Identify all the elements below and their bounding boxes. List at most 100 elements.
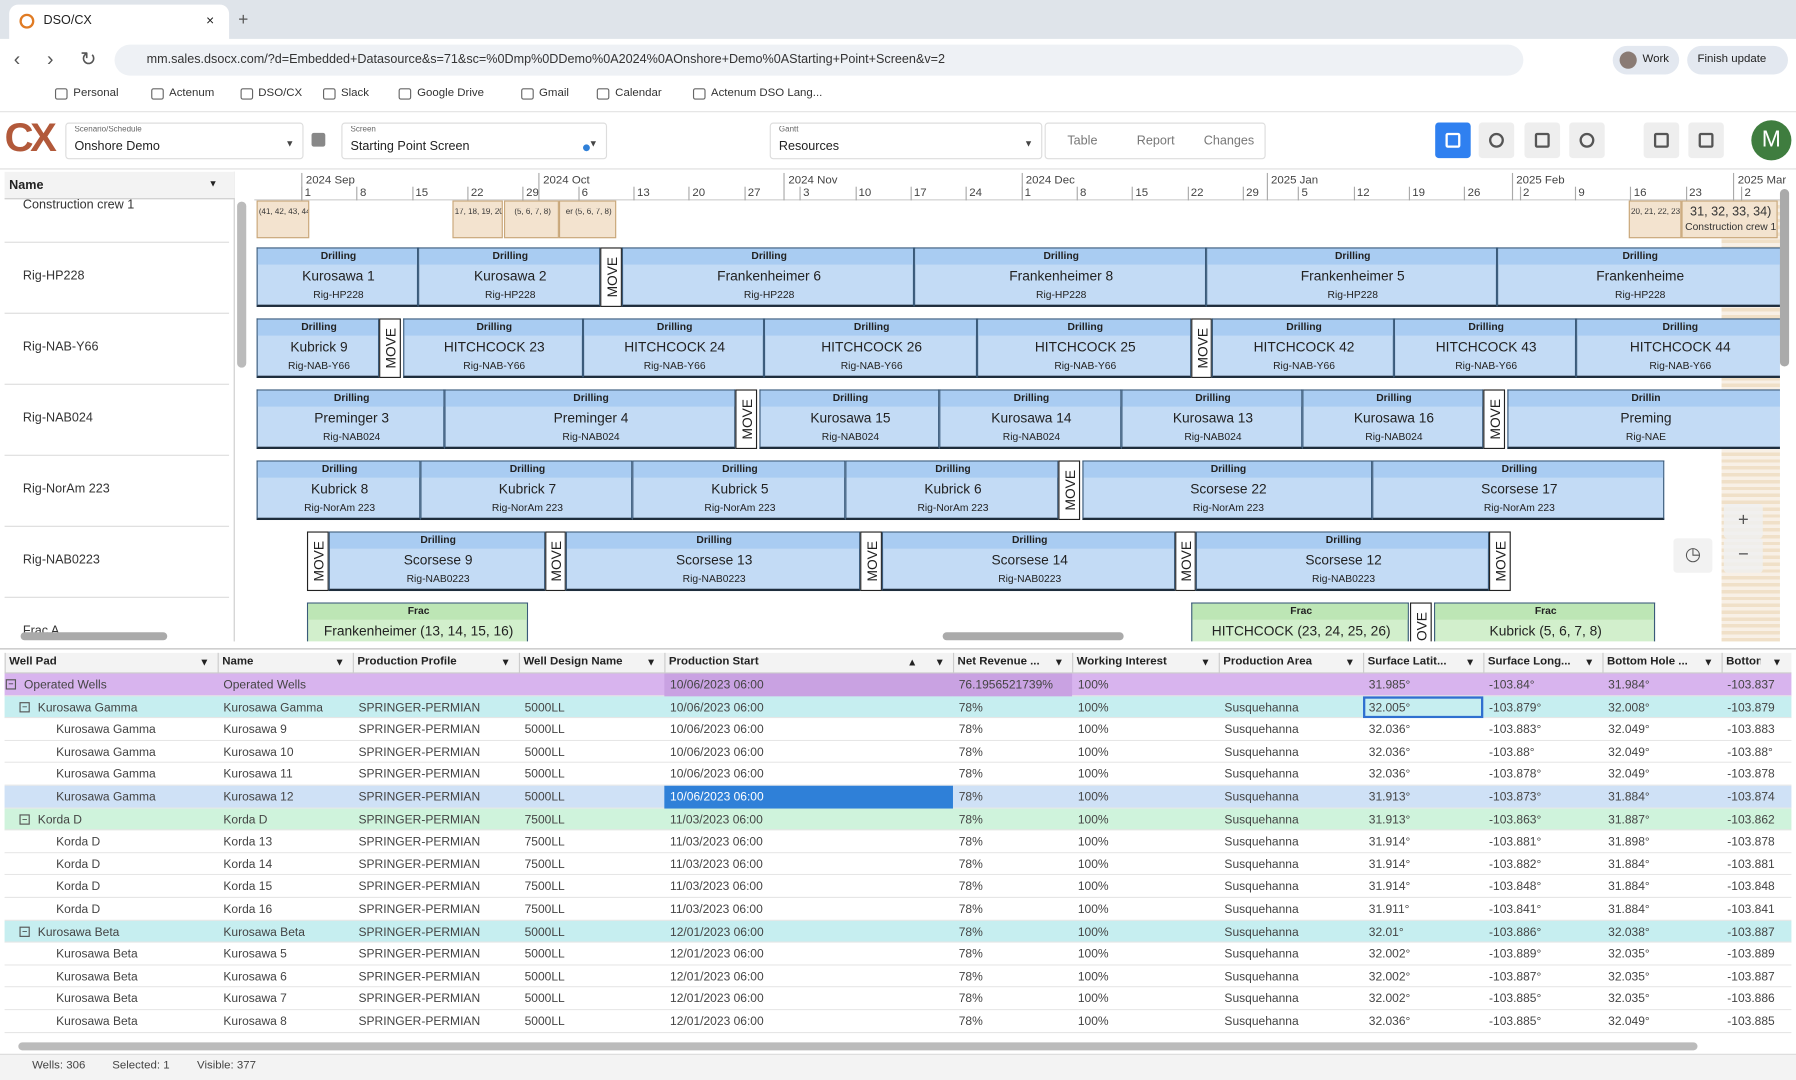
- table-cell[interactable]: SPRINGER-PERMIAN: [358, 947, 481, 962]
- table-cell[interactable]: SPRINGER-PERMIAN: [358, 902, 481, 917]
- column-header[interactable]: Bottom H: [1726, 655, 1760, 668]
- table-cell[interactable]: 100%: [1077, 835, 1109, 849]
- bookmark[interactable]: Personal: [73, 87, 119, 100]
- table-cell[interactable]: -103.886: [1727, 992, 1775, 1007]
- column-header[interactable]: Production Area: [1223, 655, 1312, 668]
- table-cell[interactable]: 12/01/2023 06:00: [670, 969, 764, 984]
- table-cell[interactable]: 32.049°: [1608, 1014, 1650, 1029]
- table-cell[interactable]: Kurosawa Gamma: [56, 745, 156, 760]
- table-cell[interactable]: 5000LL: [524, 947, 565, 962]
- url-field[interactable]: [114, 44, 1524, 76]
- table-cell[interactable]: 10/06/2023 06:00: [670, 700, 764, 715]
- table-cell[interactable]: 78%: [958, 745, 983, 760]
- table-cell[interactable]: 32.049°: [1608, 767, 1650, 782]
- table-cell[interactable]: 5000LL: [524, 767, 565, 782]
- table-cell[interactable]: 100%: [1077, 880, 1109, 894]
- table-cell[interactable]: -103.874: [1727, 790, 1775, 805]
- table-cell[interactable]: SPRINGER-PERMIAN: [358, 857, 481, 872]
- column-header[interactable]: Net Revenue ...: [957, 655, 1040, 668]
- table-cell[interactable]: Kurosawa Beta: [37, 925, 120, 939]
- filter-icon[interactable]: ▼: [1703, 656, 1714, 668]
- table-cell[interactable]: 31.911°: [1368, 902, 1410, 917]
- table-cell[interactable]: -103.862: [1727, 812, 1775, 827]
- table-cell[interactable]: Susquehanna: [1224, 880, 1299, 894]
- table-cell[interactable]: 7500LL: [524, 812, 565, 827]
- filter-icon[interactable]: ▼: [1344, 656, 1355, 668]
- table-cell[interactable]: 78%: [958, 1014, 983, 1029]
- table-cell[interactable]: 100%: [1077, 857, 1109, 872]
- table-cell[interactable]: 11/03/2023 06:00: [670, 902, 763, 917]
- table-cell[interactable]: 11/03/2023 06:00: [670, 812, 763, 827]
- table-cell[interactable]: -103.881: [1727, 857, 1775, 872]
- table-cell[interactable]: -103.841: [1727, 902, 1775, 917]
- table-cell[interactable]: 100%: [1077, 902, 1109, 917]
- table-cell[interactable]: 78%: [958, 790, 983, 805]
- table-cell[interactable]: Kurosawa 8: [223, 1014, 287, 1029]
- table-cell[interactable]: Susquehanna: [1224, 857, 1299, 872]
- table-cell[interactable]: 78%: [958, 857, 983, 872]
- table-cell[interactable]: 78%: [958, 925, 983, 939]
- drilling-task[interactable]: Drilling Scorsese 13 Rig-NAB0223: [565, 531, 861, 592]
- table-cell[interactable]: 12/01/2023 06:00: [670, 925, 764, 939]
- view-tab[interactable]: Report: [1136, 134, 1175, 148]
- table-cell[interactable]: 32.008°: [1608, 700, 1650, 715]
- frac-task[interactable]: Frac Frankenheimer (13, 14, 15, 16): [306, 602, 529, 642]
- column-header[interactable]: Name: [222, 655, 254, 668]
- move-task[interactable]: MOVE: [860, 531, 882, 592]
- table-cell[interactable]: 31.913°: [1368, 790, 1411, 805]
- table-cell[interactable]: 32.036°: [1368, 767, 1411, 782]
- table-cell[interactable]: Susquehanna: [1224, 745, 1299, 760]
- table-cell[interactable]: [1219, 673, 1363, 695]
- table-cell[interactable]: Operated Wells: [24, 678, 107, 692]
- table-cell[interactable]: 12/01/2023 06:00: [670, 1014, 764, 1029]
- table-cell[interactable]: Kurosawa Gamma: [56, 722, 156, 737]
- table-cell[interactable]: -103.881°: [1489, 835, 1542, 849]
- filter-icon[interactable]: ▼: [1200, 656, 1211, 668]
- table-cell[interactable]: Kurosawa 12: [223, 790, 294, 805]
- filter-icon[interactable]: ▼: [646, 656, 657, 668]
- table-cell[interactable]: 5000LL: [524, 700, 565, 715]
- table-cell[interactable]: Susquehanna: [1224, 969, 1299, 984]
- table-cell[interactable]: 32.036°: [1368, 1014, 1411, 1029]
- table-cell[interactable]: 100%: [1077, 947, 1109, 962]
- bookmark[interactable]: Calendar: [615, 87, 662, 100]
- table-cell[interactable]: 5000LL: [524, 745, 565, 760]
- table-cell[interactable]: Kurosawa 11: [223, 767, 293, 782]
- move-task[interactable]: MOVE: [600, 247, 622, 307]
- table-cell[interactable]: Kurosawa 5: [223, 947, 287, 962]
- table-cell[interactable]: SPRINGER-PERMIAN: [358, 722, 481, 737]
- table-cell[interactable]: Susquehanna: [1224, 925, 1299, 939]
- table-cell[interactable]: 10/06/2023 06:00: [664, 673, 953, 696]
- table-cell[interactable]: 12/01/2023 06:00: [670, 992, 764, 1007]
- table-cell[interactable]: SPRINGER-PERMIAN: [358, 790, 481, 805]
- drilling-task[interactable]: Drilling Preminger 3 Rig-NAB024: [256, 389, 445, 449]
- table-cell[interactable]: SPRINGER-PERMIAN: [358, 925, 481, 939]
- drilling-task[interactable]: Drilling Scorsese 22 Rig-NorAm 223: [1082, 460, 1373, 521]
- scenario-select[interactable]: [65, 122, 304, 160]
- table-cell[interactable]: 100%: [1077, 745, 1109, 760]
- crew-task[interactable]: (5, 6, 7, 8): [503, 200, 559, 239]
- drilling-task[interactable]: Drilling Kubrick 8 Rig-NorAm 223: [256, 460, 421, 521]
- table-cell[interactable]: -103.848: [1727, 880, 1775, 894]
- table-cell[interactable]: -103.882°: [1489, 857, 1542, 872]
- table-cell[interactable]: SPRINGER-PERMIAN: [358, 835, 481, 849]
- drilling-task[interactable]: Drilling Frankenheimer 6 Rig-HP228: [621, 247, 915, 307]
- table-cell[interactable]: Kurosawa Gamma: [223, 700, 323, 715]
- table-cell[interactable]: 11/03/2023 06:00: [670, 880, 763, 894]
- table-cell[interactable]: 32.035°: [1608, 992, 1650, 1007]
- nav-button[interactable]: ‹: [13, 48, 21, 69]
- filter-icon[interactable]: ▼: [1771, 656, 1783, 668]
- table-cell[interactable]: 7500LL: [524, 857, 565, 872]
- table-cell[interactable]: Kurosawa Gamma: [56, 790, 156, 805]
- table-cell[interactable]: Susquehanna: [1224, 767, 1299, 782]
- bookmark[interactable]: Google Drive: [417, 87, 484, 100]
- move-task[interactable]: MOVE: [1409, 602, 1432, 642]
- table-cell[interactable]: -103.887: [1727, 925, 1775, 939]
- table-cell[interactable]: -103.848°: [1489, 880, 1542, 894]
- table-cell[interactable]: 78%: [958, 947, 983, 962]
- table-cell[interactable]: 32.002°: [1368, 947, 1411, 962]
- column-header[interactable]: Working Interest: [1076, 655, 1167, 668]
- table-cell[interactable]: 78%: [958, 992, 983, 1007]
- column-header[interactable]: Production Start: [668, 655, 759, 668]
- table-cell[interactable]: -103.889°: [1489, 947, 1542, 962]
